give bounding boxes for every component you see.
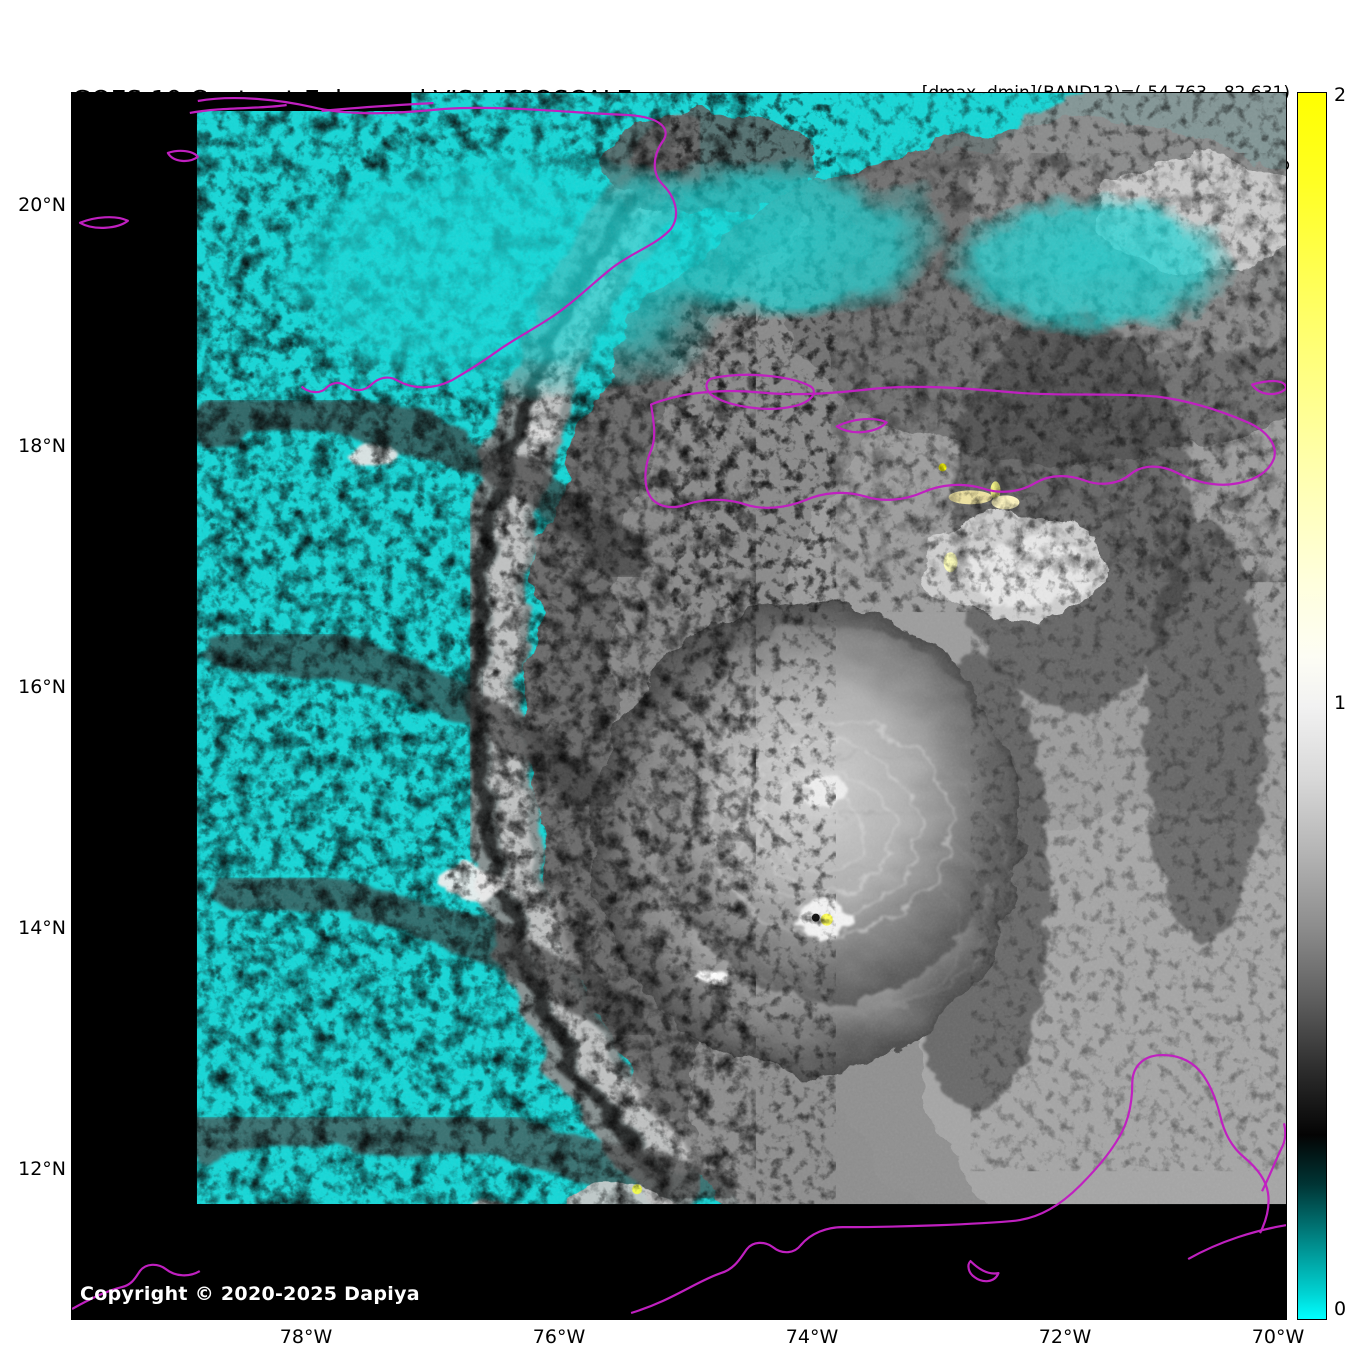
coast-venezuela-shore (1187, 1224, 1286, 1261)
satellite-raster (72, 93, 1286, 1319)
coast-cuba-north-2 (321, 101, 434, 113)
coast-colombia-west (72, 1263, 201, 1310)
copyright-text: Copyright © 2020-2025 Dapiya (80, 1283, 420, 1305)
coast-cuba-south (197, 97, 678, 394)
coast-isla-west (78, 216, 130, 229)
colorbar-tick-0: 0 (1334, 1298, 1347, 1320)
x-tick-label-78W: 78°W (279, 1326, 333, 1348)
y-tick-label-18N: 18°N (18, 435, 66, 457)
coast-small-isle (166, 149, 199, 162)
y-tick-label-20N: 20°N (18, 194, 66, 216)
coast-lake (967, 1259, 1000, 1283)
coast-puerto-rico (1250, 379, 1286, 396)
colorbar-tick-1: 1 (1334, 692, 1347, 714)
colorbar[interactable] (1297, 92, 1327, 1320)
y-tick-label-14N: 14°N (18, 917, 66, 939)
x-tick-label-72W: 72°W (1038, 1326, 1092, 1348)
y-tick-label-16N: 16°N (18, 676, 66, 698)
y-tick-label-12N: 12°N (18, 1158, 66, 1180)
coast-venezuela-east (1261, 1123, 1286, 1192)
coast-hispaniola-bay (835, 417, 888, 434)
coastline-overlay (72, 97, 1286, 1315)
colorbar-tick-2: 2 (1334, 84, 1347, 106)
x-tick-label-76W: 76°W (532, 1326, 586, 1348)
x-tick-label-74W: 74°W (785, 1326, 839, 1348)
x-tick-label-70W: 70°W (1251, 1326, 1305, 1348)
coast-south-america (630, 1053, 1270, 1315)
satellite-image-panel[interactable] (71, 92, 1287, 1320)
sensor-noise (196, 93, 1286, 1205)
satellite-data-extent (196, 93, 1286, 1205)
coast-hispaniola (644, 385, 1276, 509)
coast-cuba-far-west (189, 103, 287, 115)
